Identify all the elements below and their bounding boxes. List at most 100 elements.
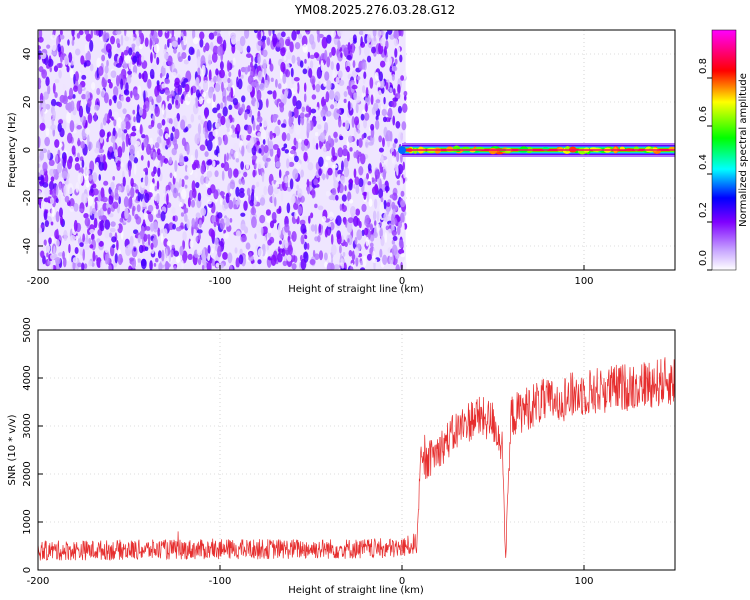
noise-cell [367,181,372,186]
noise-cell [197,66,201,78]
noise-cell [217,153,221,158]
noise-cell [268,140,274,150]
noise-cell [62,95,68,105]
noise-cell [378,188,384,199]
noise-cell [38,36,44,43]
noise-cell [377,30,381,39]
noise-cell [172,215,176,222]
noise-cell [363,227,369,236]
noise-cell [317,32,321,43]
noise-cell [160,232,164,243]
noise-cell [383,212,389,222]
noise-cell [306,178,310,188]
noise-cell [317,235,321,243]
noise-cell [107,207,111,215]
noise-cell [391,192,398,201]
noise-cell [187,55,191,62]
noise-cell [62,84,66,91]
noise-cell [127,70,133,75]
noise-cell [135,122,141,131]
noise-cell [328,89,335,100]
noise-cell [221,81,224,92]
noise-cell [318,156,324,167]
noise-cell [369,223,373,230]
noise-cell [124,207,129,220]
noise-cell [355,247,359,259]
noise-cell [281,146,286,152]
noise-cell [261,129,267,141]
noise-cell [82,233,86,243]
noise-cell [118,57,122,66]
noise-cell [50,221,54,226]
noise-cell [134,213,139,220]
noise-cell [94,201,98,212]
noise-cell [177,37,181,45]
noise-cell [349,147,353,152]
noise-cell [306,122,311,133]
noise-cell [279,37,285,49]
noise-cell [348,249,353,257]
noise-cell [328,211,334,221]
noise-cell [259,122,262,127]
noise-cell [184,93,191,106]
noise-cell [323,81,327,87]
noise-cell [153,126,159,137]
noise-cell [184,184,188,189]
noise-cell [164,133,169,140]
noise-cell [398,239,404,249]
noise-cell [235,267,242,270]
noise-cell [348,179,354,184]
noise-cell [339,245,342,254]
noise-cell [394,138,398,144]
noise-cell [181,51,187,60]
noise-cell [262,226,269,235]
noise-cell [288,116,293,128]
noise-cell [206,160,213,166]
noise-cell [112,127,116,137]
noise-cell [223,217,227,223]
noise-cell [216,45,223,56]
noise-cell [150,248,155,254]
noise-cell [367,163,372,172]
noise-cell [375,99,381,104]
noise-cell [206,260,212,270]
noise-cell [385,130,392,142]
noise-cell [318,250,324,261]
noise-cell [313,52,320,59]
noise-cell [125,184,130,194]
noise-cell [223,134,228,146]
noise-cell [116,48,122,53]
noise-cell [151,98,154,106]
noise-cell [217,245,222,258]
noise-cell [341,204,347,213]
noise-cell [344,120,350,130]
noise-cell [344,185,347,192]
noise-cell [140,155,144,161]
noise-cell [58,69,62,79]
noise-cell [363,112,370,121]
noise-cell [286,202,291,214]
noise-cell [63,153,67,164]
noise-cell [240,223,247,231]
noise-cell [53,168,57,175]
noise-cell [66,65,70,73]
noise-cell [395,264,401,270]
noise-cell [381,108,387,117]
noise-cell [107,79,112,84]
noise-cell [142,70,148,83]
noise-cell [83,212,89,219]
noise-cell [272,144,279,150]
noise-cell [233,143,239,151]
noise-cell [204,42,210,52]
noise-cell [258,148,262,154]
noise-cell [197,257,202,266]
noise-cell [187,253,193,261]
noise-cell [403,259,407,270]
noise-cell [198,233,202,240]
noise-cell [235,230,241,237]
noise-cell [401,121,407,131]
noise-cell [176,195,180,207]
noise-cell [80,55,85,65]
noise-cell [253,30,258,34]
